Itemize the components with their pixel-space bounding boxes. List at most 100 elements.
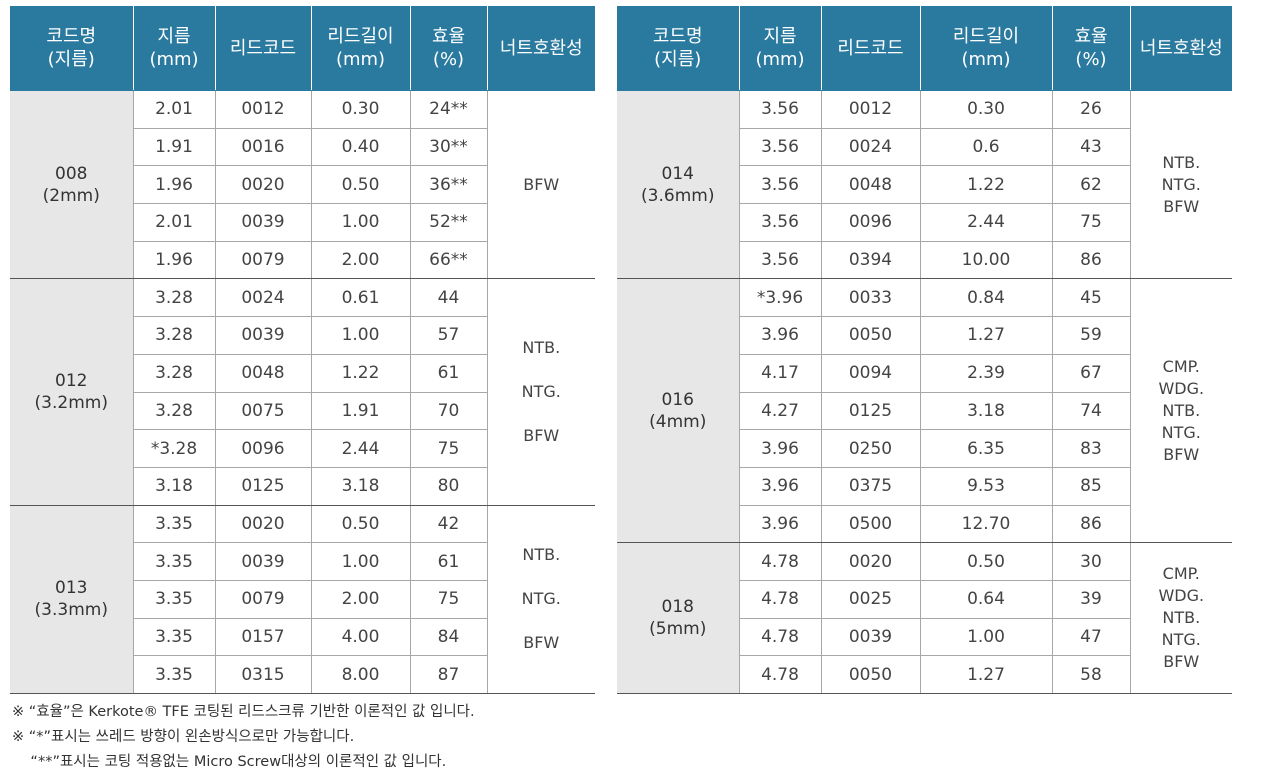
table-row: 3.28 0048 1.22 61 (10, 354, 595, 393)
table-row: 3.96 0500 12.70 86 (617, 505, 1232, 544)
table-row: 3.56 0048 1.22 62 (617, 165, 1232, 205)
lead-code-cell: 0094 (820, 354, 920, 393)
efficiency-cell: 74 (1051, 392, 1130, 431)
lead-code-cell: 0048 (820, 165, 920, 205)
lead-code-cell: 0375 (820, 467, 920, 506)
efficiency-cell: 26 (1051, 90, 1130, 129)
lead-length-cell: 0.50 (310, 505, 410, 544)
lead-screw-table-right: 코드명 (지름) 지름 (mm) 리드코드 리드길이 (mm) 효율 (%) 너… (617, 6, 1232, 694)
table-row: 4.17 0094 2.39 67 (617, 354, 1232, 393)
lead-length-cell: 1.00 (310, 316, 410, 355)
code-name-cell: 016 (4mm) (617, 278, 739, 544)
lead-code-cell: 0012 (214, 90, 311, 129)
diameter-cell: 3.28 (132, 392, 215, 431)
footnote-efficiency: ※ “효율”은 Kerkote® TFE 코팅된 리드스크류 기반한 이론적인 … (12, 704, 475, 720)
lead-code-cell: 0033 (820, 278, 920, 318)
lead-code-cell: 0025 (820, 580, 920, 619)
header-diameter: 지름 (mm) (738, 6, 821, 91)
table-row: 4.78 0050 1.27 58 (617, 655, 1232, 694)
lead-length-cell: 3.18 (919, 392, 1052, 431)
table-row: 3.56 0096 2.44 75 (617, 203, 1232, 242)
header-code: 코드명 (지름) (10, 6, 133, 91)
lead-code-cell: 0096 (820, 203, 920, 242)
header-diameter: 지름 (mm) (132, 6, 215, 91)
table-row: 008 (2mm) 2.01 0012 0.30 24** BFW (10, 90, 595, 280)
lead-length-cell: 1.22 (919, 165, 1052, 205)
diameter-cell: 3.96 (738, 316, 821, 355)
header-row: 코드명 (지름) 지름 (mm) 리드코드 리드길이 (mm) 효율 (%) 너… (617, 6, 1232, 91)
lead-length-cell: 0.84 (919, 278, 1052, 318)
footnotes: ※ “효율”은 Kerkote® TFE 코팅된 리드스크류 기반한 이론적인 … (12, 700, 475, 775)
diameter-cell: 4.27 (738, 392, 821, 431)
lead-length-cell: 0.30 (919, 90, 1052, 129)
lead-code-cell: 0039 (214, 542, 311, 581)
lead-length-cell: 2.39 (919, 354, 1052, 393)
lead-code-cell: 0050 (820, 655, 920, 694)
table-row: 1.96 0079 2.00 66** (10, 241, 595, 280)
efficiency-cell: 66** (409, 241, 487, 280)
efficiency-cell: 52** (409, 203, 487, 242)
diameter-cell: 3.28 (132, 354, 215, 393)
table-row: 3.35 0039 1.00 61 (10, 542, 595, 581)
header-lead-length: 리드길이 (mm) (310, 6, 410, 91)
table-row: 016 (4mm) *3.96 0033 0.84 45 CMP. WDG. NTB. N… (617, 278, 1232, 544)
lead-code-cell: 0048 (214, 354, 311, 393)
efficiency-cell: 86 (1051, 505, 1130, 544)
lead-code-cell: 0125 (820, 392, 920, 431)
lead-length-cell: 2.00 (310, 580, 410, 619)
efficiency-cell: 47 (1051, 618, 1130, 657)
diameter-cell: 4.78 (738, 542, 821, 581)
table-row: *3.28 0096 2.44 75 (10, 429, 595, 468)
lead-length-cell: 1.00 (310, 542, 410, 581)
diameter-cell: 2.01 (132, 203, 215, 242)
diameter-cell: 3.56 (738, 90, 821, 129)
lead-length-cell: 1.00 (310, 203, 410, 242)
diameter-cell: 3.18 (132, 467, 215, 506)
table-row: 3.96 0375 9.53 85 (617, 467, 1232, 506)
lead-length-cell: 0.40 (310, 128, 410, 167)
lead-length-cell: 8.00 (310, 655, 410, 694)
table-row: 3.35 0315 8.00 87 (10, 655, 595, 694)
lead-code-cell: 0079 (214, 241, 311, 280)
lead-length-cell: 2.44 (310, 429, 410, 468)
lead-code-cell: 0394 (820, 241, 920, 280)
table-row: 3.28 0075 1.91 70 (10, 392, 595, 431)
efficiency-cell: 87 (409, 655, 487, 694)
lead-code-cell: 0125 (214, 467, 311, 506)
diameter-cell: 3.35 (132, 505, 215, 544)
lead-length-cell: 9.53 (919, 467, 1052, 506)
diameter-cell: 4.17 (738, 354, 821, 393)
lead-code-cell: 0250 (820, 429, 920, 468)
lead-code-cell: 0024 (214, 278, 311, 318)
table-row: 3.56 0394 10.00 86 (617, 241, 1232, 280)
diameter-cell: *3.28 (132, 429, 215, 468)
lead-length-cell: 2.00 (310, 241, 410, 280)
diameter-cell: 4.78 (738, 655, 821, 694)
diameter-cell: 4.78 (738, 580, 821, 619)
diameter-cell: *3.96 (738, 278, 821, 318)
lead-length-cell: 3.18 (310, 467, 410, 506)
table-row: 3.35 0079 2.00 75 (10, 580, 595, 619)
diameter-cell: 3.35 (132, 655, 215, 694)
diameter-cell: 2.01 (132, 90, 215, 129)
table-row: 014 (3.6mm) 3.56 0012 0.30 26 NTB. NTG. BFW (617, 90, 1232, 280)
lead-code-cell: 0075 (214, 392, 311, 431)
efficiency-cell: 58 (1051, 655, 1130, 694)
diameter-cell: 3.35 (132, 580, 215, 619)
nut-compat-cell: CMP. WDG. NTB. NTG. BFW (1129, 278, 1232, 544)
header-nut-compat: 너트호환성 (486, 6, 595, 91)
lead-code-cell: 0020 (214, 165, 311, 205)
lead-code-cell: 0096 (214, 429, 311, 468)
code-name-cell: 012 (3.2mm) (10, 278, 133, 506)
footnote-micro-screw: “**”표시는 코팅 적용없는 Micro Screw대상의 이론적인 값 입니… (12, 754, 447, 770)
efficiency-cell: 67 (1051, 354, 1130, 393)
header-efficiency: 효율 (%) (1051, 6, 1130, 91)
diameter-cell: 1.96 (132, 241, 215, 280)
lead-code-cell: 0500 (820, 505, 920, 544)
table-row: 3.18 0125 3.18 80 (10, 467, 595, 506)
lead-length-cell: 0.64 (919, 580, 1052, 619)
efficiency-cell: 36** (409, 165, 487, 205)
diameter-cell: 3.35 (132, 618, 215, 657)
efficiency-cell: 62 (1051, 165, 1130, 205)
diameter-cell: 3.35 (132, 542, 215, 581)
